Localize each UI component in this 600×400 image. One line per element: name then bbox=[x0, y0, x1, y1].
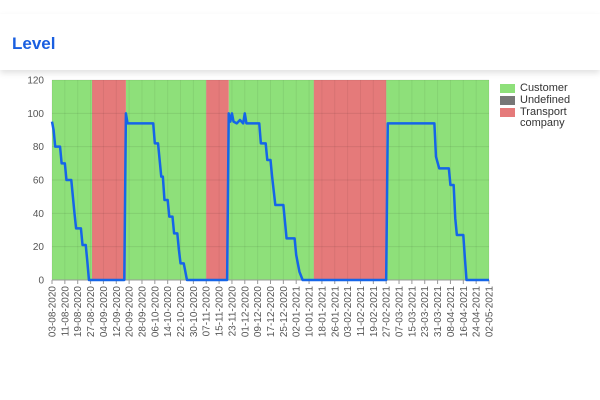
x-tick-label: 20-09-2020 bbox=[125, 286, 136, 338]
x-tick-label: 11-08-2020 bbox=[60, 286, 71, 337]
x-tick-label: 01-12-2020 bbox=[240, 286, 251, 338]
x-tick-label: 03-08-2020 bbox=[48, 286, 59, 338]
legend-label: Undefined bbox=[520, 94, 571, 106]
legend-item[interactable]: Customer bbox=[500, 83, 598, 94]
legend-swatch bbox=[500, 108, 515, 117]
band bbox=[206, 80, 229, 280]
x-tick-label: 02-05-2021 bbox=[485, 286, 496, 338]
legend-label: Transport company bbox=[520, 106, 567, 129]
x-tick-label: 10-01-2021 bbox=[305, 286, 316, 338]
page-title: Level bbox=[12, 34, 56, 53]
x-tick-label: 15-11-2020 bbox=[215, 286, 226, 337]
x-tick-label: 28-09-2020 bbox=[137, 286, 148, 338]
x-tick-label: 09-12-2020 bbox=[253, 286, 264, 338]
y-tick-label: 0 bbox=[38, 276, 44, 287]
x-tick-label: 22-10-2020 bbox=[176, 286, 187, 338]
band bbox=[125, 80, 207, 280]
x-tick-label: 08-04-2021 bbox=[446, 286, 457, 338]
x-tick-label: 07-11-2020 bbox=[202, 286, 213, 337]
y-tick-label: 80 bbox=[33, 142, 45, 153]
x-tick-label: 23-03-2021 bbox=[420, 286, 431, 338]
legend-swatch bbox=[500, 96, 515, 105]
x-tick-label: 23-11-2020 bbox=[227, 286, 238, 337]
legend-swatch bbox=[500, 84, 515, 93]
x-tick-label: 07-03-2021 bbox=[395, 286, 406, 338]
y-tick-label: 40 bbox=[33, 209, 45, 220]
x-tick-label: 25-12-2020 bbox=[279, 286, 290, 338]
x-tick-label: 14-10-2020 bbox=[163, 286, 174, 338]
x-tick-label: 27-02-2021 bbox=[382, 286, 393, 338]
x-tick-label: 17-12-2020 bbox=[266, 286, 277, 338]
level-line bbox=[50, 112, 489, 282]
legend: Customer Undefined Transport company bbox=[500, 83, 598, 130]
band bbox=[386, 80, 489, 280]
y-tick-label: 20 bbox=[33, 242, 45, 253]
x-tick-label: 24-04-2021 bbox=[472, 286, 483, 338]
x-tick-label: 19-02-2021 bbox=[369, 286, 380, 338]
x-tick-label: 12-09-2020 bbox=[112, 286, 123, 338]
band bbox=[92, 80, 126, 280]
x-tick-label: 06-10-2020 bbox=[150, 286, 161, 338]
legend-label: Customer bbox=[520, 82, 568, 94]
y-tick-label: 100 bbox=[27, 109, 44, 120]
x-tick-label: 02-01-2021 bbox=[292, 286, 303, 338]
x-tick-label: 31-03-2021 bbox=[433, 286, 444, 338]
legend-item[interactable]: Undefined bbox=[500, 95, 598, 106]
x-tick-label: 15-03-2021 bbox=[407, 286, 418, 338]
x-tick-label: 11-02-2021 bbox=[356, 286, 367, 337]
legend-item[interactable]: Transport company bbox=[500, 107, 598, 129]
band bbox=[313, 80, 387, 280]
x-tick-label: 27-08-2020 bbox=[86, 286, 97, 338]
x-tick-label: 18-01-2021 bbox=[317, 286, 328, 338]
y-tick-label: 60 bbox=[33, 176, 45, 187]
x-tick-label: 04-09-2020 bbox=[99, 286, 110, 338]
x-tick-label: 03-02-2021 bbox=[343, 286, 354, 338]
header: Level bbox=[0, 14, 600, 70]
x-tick-label: 19-08-2020 bbox=[73, 286, 84, 338]
y-tick-label: 120 bbox=[27, 76, 44, 87]
x-tick-label: 16-04-2021 bbox=[459, 286, 470, 338]
x-tick-label: 26-01-2021 bbox=[330, 286, 341, 338]
x-tick-label: 30-10-2020 bbox=[189, 286, 200, 338]
